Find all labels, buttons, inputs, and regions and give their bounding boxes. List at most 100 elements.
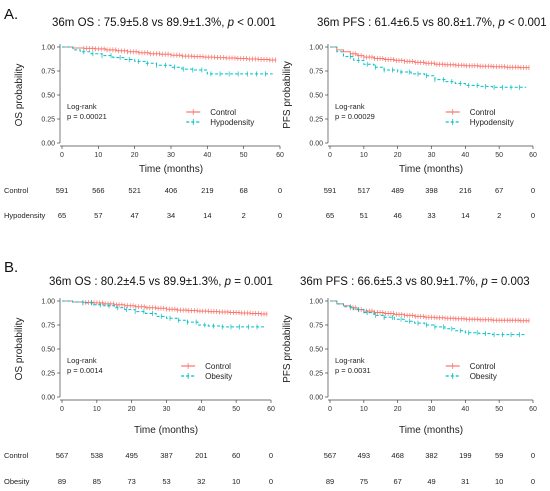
x-tick-label: 60: [529, 152, 537, 159]
y-axis-title: PFS probability: [282, 315, 293, 383]
risk-count: 0: [278, 186, 282, 195]
censor-marks-control: [82, 299, 268, 317]
km-plot-4: 36m PFS : 66.6±5.3 vs 80.9±1.7%, p = 0.0…: [282, 276, 537, 486]
risk-count: 567: [324, 451, 337, 460]
risk-count: 468: [391, 451, 404, 460]
x-tick-label: 30: [167, 152, 175, 159]
risk-count: 567: [56, 451, 69, 460]
risk-count: 0: [269, 451, 273, 460]
risk-count: 65: [326, 211, 334, 220]
risk-count: 31: [461, 477, 469, 486]
y-tick-label: 0.75: [309, 323, 323, 330]
censor-marks-hypodensity: [349, 54, 520, 90]
chart-title-main: 36m PFS : 66.6±5.3 vs 80.9±1.7%,: [300, 276, 481, 288]
chart-title-p: p: [497, 17, 505, 29]
risk-count: 2: [242, 211, 246, 220]
censor-marks-control: [349, 305, 530, 324]
risk-count: 406: [165, 186, 178, 195]
x-tick-label: 50: [495, 152, 503, 159]
risk-count: 0: [531, 477, 535, 486]
chart-title-rest: = 0.003: [488, 276, 530, 288]
y-tick-label: 1.00: [309, 45, 323, 52]
risk-count: 53: [162, 477, 170, 486]
x-tick-label: 40: [461, 406, 469, 413]
risk-count: 14: [203, 211, 211, 220]
chart-title: 36m OS : 80.2±4.5 vs 89.9±1.3%, p = 0.00…: [49, 276, 273, 288]
km-curve-control: [330, 300, 530, 322]
legend-label-control: Control: [470, 108, 496, 117]
x-axis-title: Time (months): [134, 425, 198, 436]
risk-count: 51: [360, 211, 368, 220]
logrank-pvalue: p = 0.0014: [67, 366, 103, 375]
risk-count: 0: [531, 451, 535, 460]
x-tick-label: 0: [328, 152, 332, 159]
risk-count: 47: [130, 211, 138, 220]
km-plot-2: 36m PFS : 61.4±6.5 vs 80.8±1.7%, p < 0.0…: [282, 17, 547, 220]
km-curve-hypodensity: [330, 46, 527, 88]
panel-letter-a: A.: [4, 6, 18, 23]
risk-count: 2: [497, 211, 501, 220]
y-tick-label: 0.25: [41, 117, 55, 124]
y-tick-label: 0.50: [41, 347, 55, 354]
y-tick-label: 1.00: [41, 45, 55, 52]
risk-count: 219: [201, 186, 214, 195]
km-curve-control: [62, 46, 277, 61]
chart-title-p: p: [480, 276, 488, 288]
risk-count: 34: [167, 211, 175, 220]
risk-count: 199: [459, 451, 472, 460]
y-tick-label: 0.75: [41, 323, 55, 330]
x-tick-label: 10: [94, 152, 102, 159]
logrank-pvalue: p = 0.00021: [67, 112, 107, 121]
legend-label-hypodensity: Hypodensity: [470, 118, 514, 127]
y-tick-label: 0.00: [41, 395, 55, 402]
x-tick-label: 50: [240, 152, 248, 159]
km-curve-hypodensity: [62, 46, 273, 75]
x-tick-label: 20: [131, 152, 139, 159]
x-tick-label: 40: [203, 152, 211, 159]
y-tick-label: 0.75: [41, 69, 55, 76]
y-tick-label: 0.00: [309, 395, 323, 402]
risk-count: 57: [94, 211, 102, 220]
legend-label-control: Control: [210, 108, 236, 117]
risk-count: 521: [128, 186, 141, 195]
chart-title: 36m OS : 75.9±5.8 vs 89.9±1.3%, p < 0.00…: [52, 17, 276, 29]
km-plot-1: 36m OS : 75.9±5.8 vs 89.9±1.3%, p < 0.00…: [4, 17, 284, 220]
x-axis-title: Time (months): [399, 425, 463, 436]
risk-count: 0: [531, 211, 535, 220]
risk-count: 68: [239, 186, 247, 195]
y-tick-label: 0.50: [309, 347, 323, 354]
y-axis-title: OS probability: [14, 318, 25, 381]
x-tick-label: 20: [128, 406, 136, 413]
risk-count: 89: [58, 477, 66, 486]
chart-title-rest: < 0.001: [234, 17, 276, 29]
risk-count: 33: [427, 211, 435, 220]
x-axis-title: Time (months): [139, 164, 203, 175]
censor-marks-control: [83, 45, 276, 63]
risk-count: 591: [56, 186, 69, 195]
chart-title-rest: < 0.001: [505, 17, 547, 29]
y-tick-label: 0.50: [41, 93, 55, 100]
risk-count: 49: [427, 477, 435, 486]
risk-row-label: Control: [4, 451, 29, 460]
risk-count: 489: [391, 186, 404, 195]
y-tick-label: 0.25: [309, 117, 323, 124]
censor-marks-hypodensity: [83, 49, 266, 77]
logrank-label: Log-rank: [335, 102, 365, 111]
risk-count: 60: [232, 451, 240, 460]
risk-count: 85: [93, 477, 101, 486]
risk-count: 32: [197, 477, 205, 486]
y-tick-label: 1.00: [309, 299, 323, 306]
chart-title-p: p: [224, 276, 232, 288]
x-tick-label: 10: [360, 406, 368, 413]
legend-label-obesity: Obesity: [470, 372, 497, 381]
x-tick-label: 20: [394, 406, 402, 413]
risk-count: 14: [461, 211, 469, 220]
y-tick-label: 0.00: [41, 141, 55, 148]
y-tick-label: 1.00: [41, 299, 55, 306]
censor-marks-control: [349, 51, 530, 71]
y-tick-label: 0.50: [309, 93, 323, 100]
chart-title: 36m PFS : 61.4±6.5 vs 80.8±1.7%, p < 0.0…: [317, 17, 547, 29]
risk-count: 493: [358, 451, 371, 460]
y-axis-title: PFS probability: [282, 61, 293, 129]
